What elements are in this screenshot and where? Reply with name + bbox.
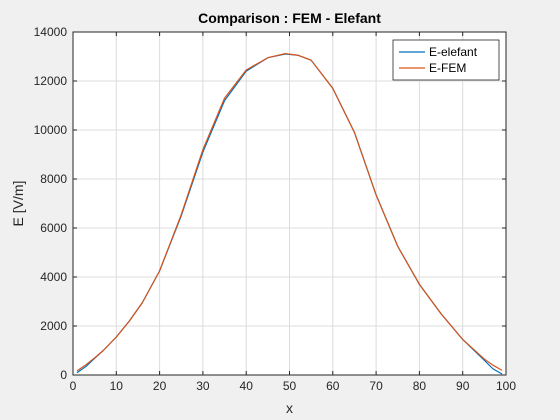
legend-box xyxy=(392,39,500,81)
x-tick-label: 0 xyxy=(70,379,77,393)
series-line-e-fem xyxy=(76,52,503,372)
x-tick-label: 80 xyxy=(413,379,427,393)
y-tick-label: 8000 xyxy=(40,172,67,186)
legend-entry: E-elefant xyxy=(429,45,478,59)
x-tick-label: 70 xyxy=(369,379,383,393)
series-layer xyxy=(76,52,503,375)
legend: E-elefant E-FEM xyxy=(392,39,500,81)
y-tick-label: 10000 xyxy=(34,123,68,137)
x-tick-label: 90 xyxy=(456,379,470,393)
x-tick-label: 60 xyxy=(326,379,340,393)
x-tick-label: 30 xyxy=(196,379,210,393)
x-tick-label: 40 xyxy=(240,379,254,393)
chart-title: Comparison : FEM - Elefant xyxy=(198,10,381,26)
y-tick-label: 4000 xyxy=(40,270,67,284)
x-tick-label: 100 xyxy=(496,379,516,393)
y-tick-label: 12000 xyxy=(34,74,68,88)
y-axis-label: E [V/m] xyxy=(10,181,26,227)
x-tick-label: 50 xyxy=(283,379,297,393)
y-tick-label: 14000 xyxy=(34,25,68,39)
y-tick-label: 0 xyxy=(60,368,67,382)
grid xyxy=(73,32,506,375)
x-axis-label: x xyxy=(286,400,293,416)
y-tick-label: 6000 xyxy=(40,221,67,235)
x-tick-label: 10 xyxy=(110,379,124,393)
x-tick-label: 20 xyxy=(153,379,167,393)
axes-frame xyxy=(72,31,507,376)
ticks: 0 10 20 30 40 50 60 70 80 90 100 0 2000 4000 6000 8000 1… xyxy=(34,25,517,393)
y-tick-label: 2000 xyxy=(40,319,67,333)
legend-entry: E-FEM xyxy=(429,61,466,75)
